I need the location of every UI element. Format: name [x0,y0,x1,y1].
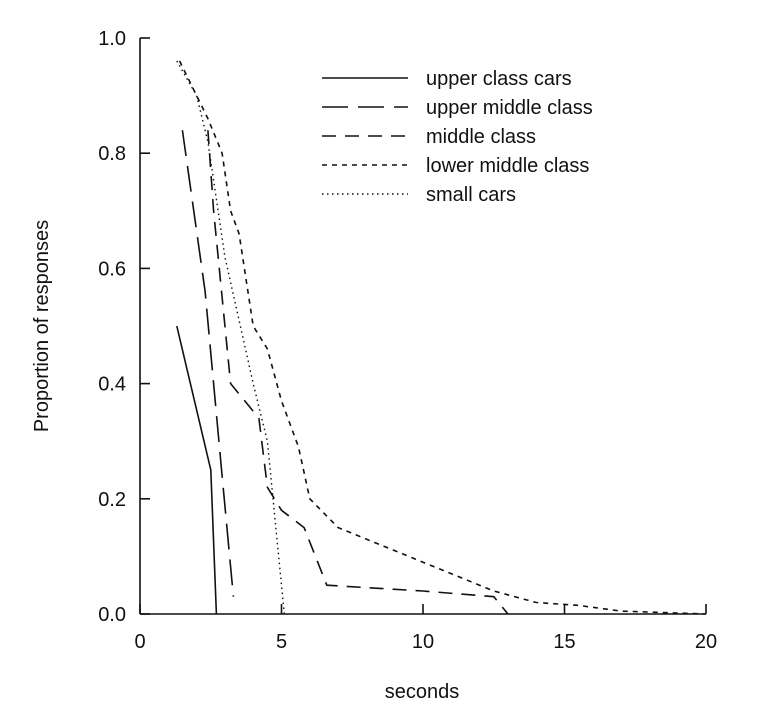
y-tick-label: 0.8 [98,143,126,165]
x-tick-label: 5 [276,631,287,653]
x-tick-label: 10 [412,631,434,653]
series-line-upper-middle-class [181,130,235,597]
legend-label: small cars [426,184,516,206]
series-line-lower-middle-class [178,60,707,615]
x-tick-label: 0 [134,631,145,653]
legend-label: upper class cars [426,68,572,90]
series-line-middle-class [207,130,509,615]
x-tick-label: 15 [553,631,575,653]
y-ticks: 0.0 0.2 0.4 0.6 0.8 1.0 [98,28,150,626]
y-tick-label: 0.6 [98,258,126,280]
legend-label: middle class [426,126,536,148]
series-lines [176,60,707,615]
y-axis-title: Proportion of responses [31,220,53,432]
y-tick-label: 0.2 [98,489,126,511]
y-tick-label: 0.4 [98,374,126,396]
x-tick-label: 20 [695,631,717,653]
x-ticks: 0 5 10 15 20 [134,604,717,653]
legend-label: upper middle class [426,97,593,119]
y-tick-label: 1.0 [98,28,126,50]
y-tick-label: 0.0 [98,604,126,626]
series-line-upper-class-cars [176,325,218,615]
series-line-small-cars [176,60,285,615]
legend: upper class cars upper middle class middle… [322,68,593,206]
legend-label: lower middle class [426,155,589,177]
x-axis-title: seconds [385,681,460,703]
